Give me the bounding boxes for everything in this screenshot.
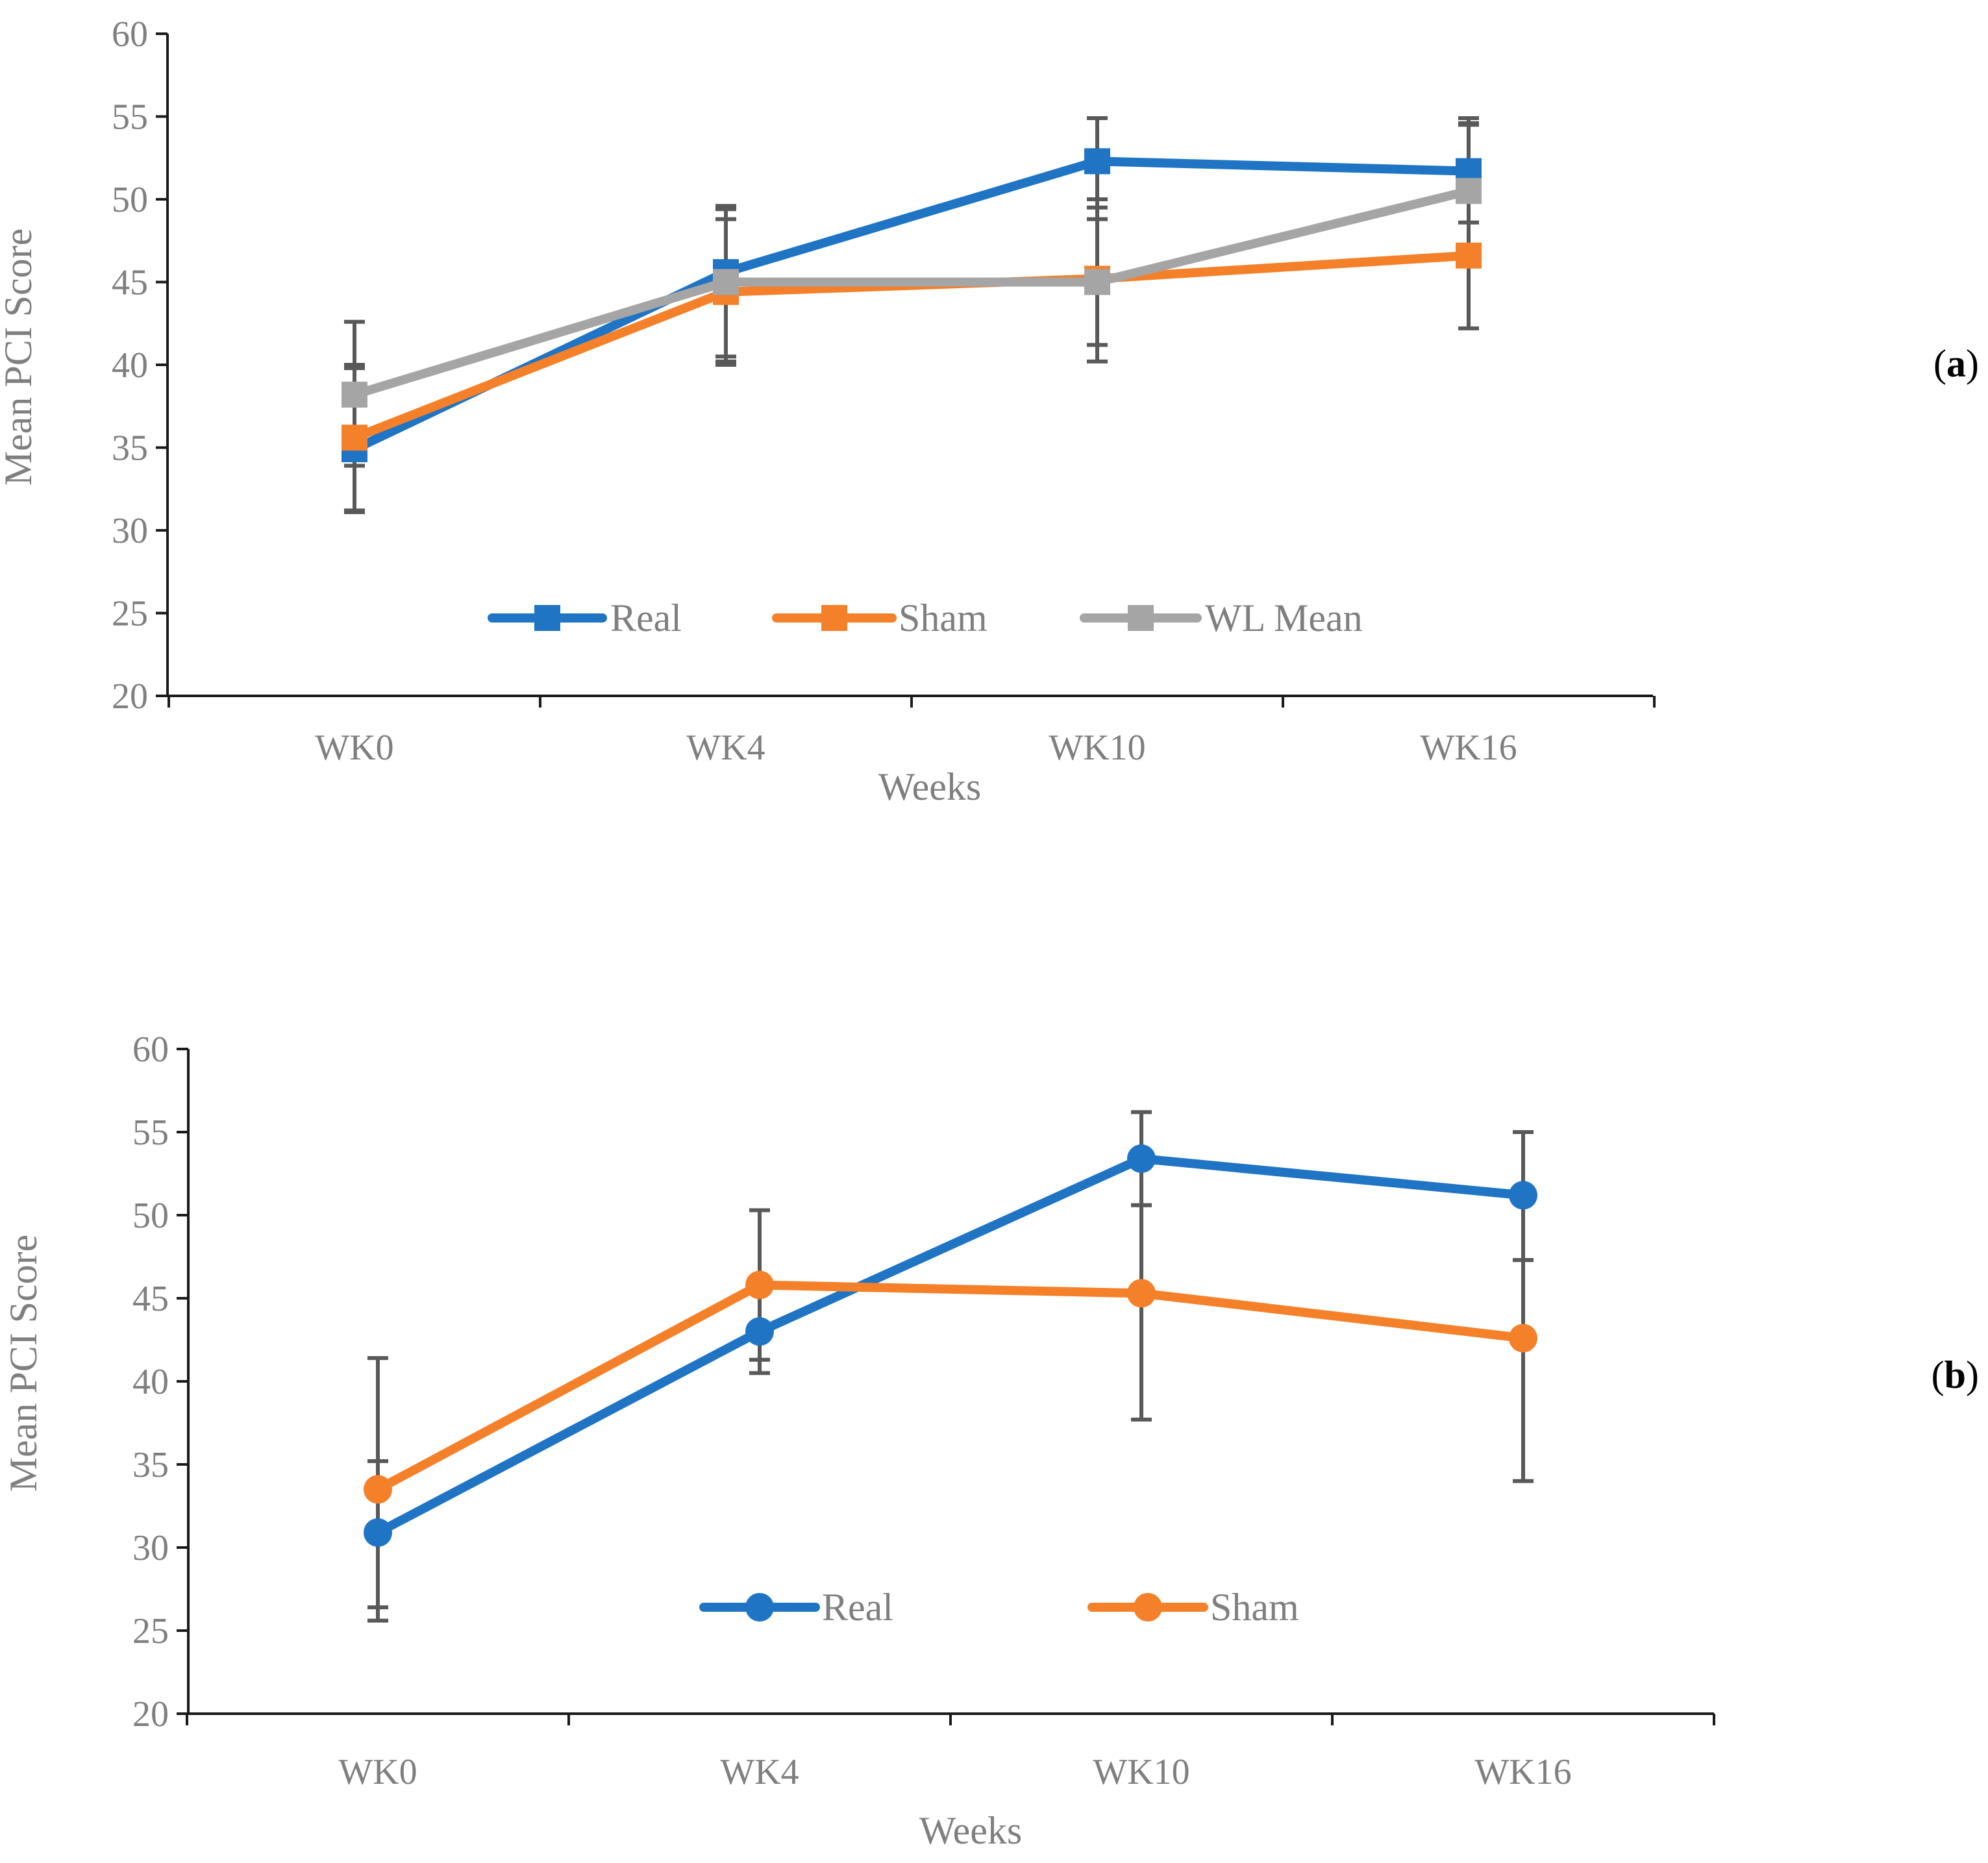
y-axis-ticks: 20 25 30 35 40 45 50 55 60: [132, 1030, 188, 1734]
y-tick-label: 20: [132, 1694, 169, 1734]
legend: Real Sham: [699, 1586, 1299, 1629]
data-point-wl-mean: [1084, 269, 1110, 295]
data-point-sham: [364, 1475, 392, 1504]
y-tick-label: 55: [112, 97, 148, 138]
data-point-real: [745, 1317, 774, 1346]
y-tick-label: 45: [112, 263, 148, 303]
chart-panel-a: 20 25 30 35 40 45 50 55 60 WK0 WK4 WK10 WK16 Mean P…: [0, 14, 1979, 808]
y-tick-label: 30: [112, 511, 148, 551]
x-tick-label: WK16: [1420, 728, 1517, 768]
x-tick-label: WK0: [338, 1752, 417, 1792]
y-tick-label: 35: [112, 428, 148, 469]
y-tick-label: 25: [112, 594, 148, 634]
data-point-real: [1509, 1181, 1537, 1210]
x-axis-title: Weeks: [919, 1809, 1022, 1852]
y-tick-label: 45: [132, 1279, 169, 1319]
data-point-real: [364, 1518, 392, 1547]
legend-marker-real: [745, 1593, 774, 1622]
y-tick-label: 50: [112, 180, 148, 220]
y-axis-ticks: 20 25 30 35 40 45 50 55 60: [112, 14, 168, 717]
y-tick-label: 25: [132, 1611, 169, 1651]
legend-marker-real: [534, 605, 560, 631]
series-line-real: [373, 1154, 1528, 1537]
y-tick-label: 60: [132, 1030, 169, 1070]
series-group: [364, 1144, 1537, 1547]
data-point-wl-mean: [713, 269, 739, 295]
y-tick-label: 60: [112, 14, 148, 55]
legend-label-real: Real: [610, 597, 682, 639]
data-point-sham: [1509, 1324, 1537, 1353]
y-axis-title: Mean PCI Score: [0, 228, 40, 486]
legend-marker-wl-mean: [1128, 605, 1154, 631]
x-tick-label: WK4: [686, 728, 765, 768]
legend: Real Sham WL Mean: [488, 597, 1363, 639]
series-line-wl-mean: [350, 186, 1473, 399]
x-tick-label: WK10: [1093, 1752, 1189, 1792]
y-tick-label: 30: [132, 1528, 169, 1568]
legend-label-real: Real: [822, 1586, 893, 1629]
data-point-wl-mean: [1456, 178, 1482, 204]
y-tick-label: 50: [132, 1196, 169, 1236]
legend-marker-sham: [1134, 1593, 1162, 1622]
y-tick-label: 35: [132, 1445, 169, 1485]
data-point-real: [1127, 1144, 1156, 1173]
y-tick-label: 20: [112, 676, 148, 717]
data-point-real: [1084, 148, 1110, 175]
legend-marker-sham: [821, 605, 847, 631]
x-tick-label: WK4: [720, 1752, 799, 1792]
series-line-real: [350, 156, 1473, 454]
x-axis-ticks: WK0 WK4 WK10 WK16: [168, 696, 1656, 768]
y-tick-label: 40: [112, 345, 148, 386]
series-line-sham: [373, 1280, 1528, 1494]
y-tick-label: 40: [132, 1362, 169, 1402]
y-tick-label: 55: [132, 1113, 169, 1153]
data-point-sham: [342, 425, 367, 451]
chart-panel-b: 20 25 30 35 40 45 50 55 60 WK0 WK4 WK10 WK16 Mean P…: [2, 1030, 1979, 1852]
error-bars: [344, 116, 1479, 514]
panel-label-a: (a): [1933, 342, 1979, 385]
series-group: [342, 148, 1482, 463]
x-tick-label: WK10: [1049, 728, 1145, 768]
panel-label-b: (b): [1932, 1353, 1979, 1396]
data-point-sham: [1127, 1279, 1156, 1308]
error-bars: [367, 1110, 1534, 1623]
x-axis-title: Weeks: [878, 765, 981, 808]
data-point-sham: [745, 1270, 774, 1300]
data-point-wl-mean: [342, 381, 367, 408]
legend-label-sham: Sham: [899, 597, 988, 639]
x-tick-label: WK0: [315, 728, 393, 768]
legend-label-sham: Sham: [1210, 1586, 1299, 1629]
legend-label-wl-mean: WL Mean: [1205, 597, 1363, 639]
x-tick-label: WK16: [1474, 1752, 1571, 1792]
y-axis-title: Mean PCI Score: [2, 1235, 45, 1492]
x-axis-ticks: WK0 WK4 WK10 WK16: [186, 1714, 1715, 1792]
data-point-sham: [1456, 242, 1482, 269]
